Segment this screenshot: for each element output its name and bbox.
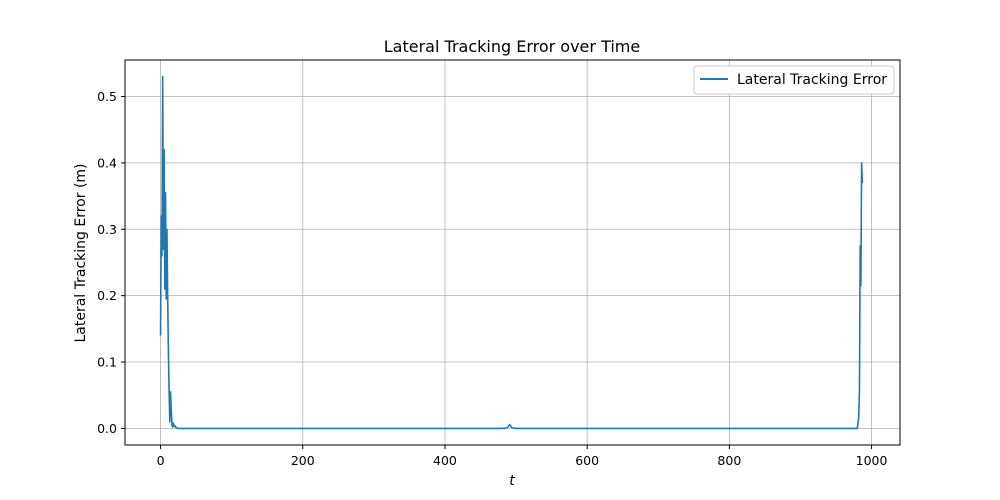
- legend: Lateral Tracking Error: [693, 65, 895, 95]
- plot-area-frame: [124, 59, 901, 446]
- x-tick-label: 800: [717, 453, 741, 468]
- y-tick-label: 0.4: [97, 155, 117, 170]
- y-tick-label: 0.5: [97, 89, 117, 104]
- legend-box: [693, 65, 895, 95]
- x-tick-label: 600: [575, 453, 599, 468]
- legend-label: Lateral Tracking Error: [737, 72, 887, 88]
- y-tick-label: 0.1: [97, 355, 117, 370]
- x-tick-label: 200: [291, 453, 315, 468]
- y-axis-label: Lateral Tracking Error (m): [73, 163, 89, 342]
- x-tick-label: 1000: [856, 453, 888, 468]
- x-tick-label: 400: [433, 453, 457, 468]
- ticks: 0 200 400 600 800 1000 0.0 0.1 0.2 0.3 0.4 0.5: [97, 89, 887, 468]
- y-tick-label: 0.3: [97, 222, 117, 237]
- y-tick-label: 0.2: [97, 288, 117, 303]
- chart-title: Lateral Tracking Error over Time: [384, 37, 640, 56]
- x-axis-label: t: [509, 473, 515, 489]
- y-tick-label: 0.0: [97, 421, 117, 436]
- series-line: [159, 75, 864, 430]
- x-tick-label: 0: [157, 453, 165, 468]
- series-layer: [159, 75, 864, 430]
